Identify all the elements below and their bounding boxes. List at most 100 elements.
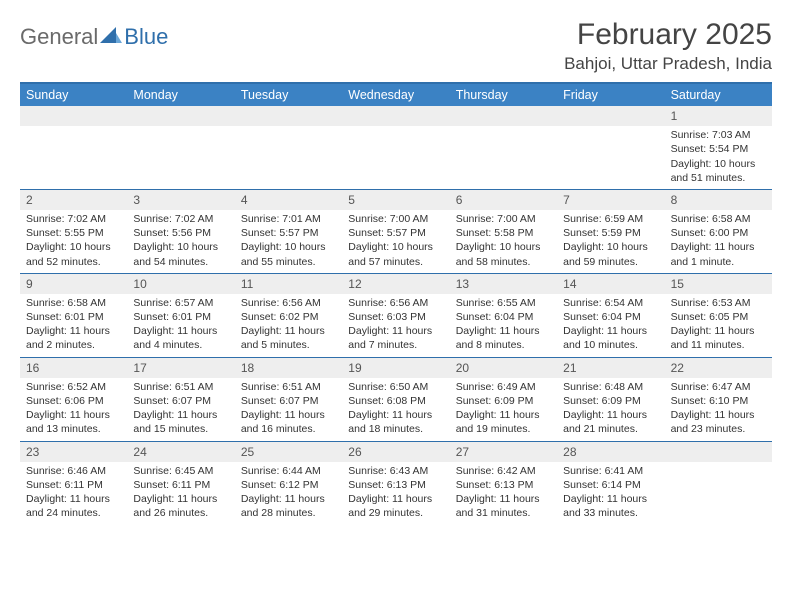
sunrise-text: Sunrise: 6:57 AM [133, 296, 228, 310]
calendar-cell: 5Sunrise: 7:00 AMSunset: 5:57 PMDaylight… [342, 190, 449, 273]
sunrise-text: Sunrise: 6:43 AM [348, 464, 443, 478]
calendar-week: 9Sunrise: 6:58 AMSunset: 6:01 PMDaylight… [20, 274, 772, 358]
calendar-cell: 4Sunrise: 7:01 AMSunset: 5:57 PMDaylight… [235, 190, 342, 273]
daylight2-text: and 52 minutes. [26, 255, 121, 269]
day-number: 19 [342, 358, 449, 378]
daylight1-text: Daylight: 11 hours [456, 408, 551, 422]
daylight1-text: Daylight: 10 hours [456, 240, 551, 254]
cell-body: Sunrise: 6:56 AMSunset: 6:03 PMDaylight:… [342, 294, 449, 357]
daylight2-text: and 51 minutes. [671, 171, 766, 185]
day-number: 2 [20, 190, 127, 210]
sunrise-text: Sunrise: 6:51 AM [241, 380, 336, 394]
calendar-cell: 6Sunrise: 7:00 AMSunset: 5:58 PMDaylight… [450, 190, 557, 273]
month-title: February 2025 [564, 18, 772, 52]
cell-body: Sunrise: 6:48 AMSunset: 6:09 PMDaylight:… [557, 378, 664, 441]
calendar-cell: 17Sunrise: 6:51 AMSunset: 6:07 PMDayligh… [127, 358, 234, 441]
sunset-text: Sunset: 6:08 PM [348, 394, 443, 408]
location-text: Bahjoi, Uttar Pradesh, India [564, 54, 772, 74]
sunset-text: Sunset: 6:13 PM [456, 478, 551, 492]
cell-body: Sunrise: 6:51 AMSunset: 6:07 PMDaylight:… [235, 378, 342, 441]
day-number: 14 [557, 274, 664, 294]
cell-body: Sunrise: 6:44 AMSunset: 6:12 PMDaylight:… [235, 462, 342, 525]
sunrise-text: Sunrise: 7:01 AM [241, 212, 336, 226]
dayname-saturday: Saturday [665, 84, 772, 106]
sunset-text: Sunset: 6:12 PM [241, 478, 336, 492]
sunrise-text: Sunrise: 7:03 AM [671, 128, 766, 142]
sunset-text: Sunset: 6:01 PM [133, 310, 228, 324]
day-number: 3 [127, 190, 234, 210]
calendar-cell: 21Sunrise: 6:48 AMSunset: 6:09 PMDayligh… [557, 358, 664, 441]
sunrise-text: Sunrise: 6:42 AM [456, 464, 551, 478]
daylight1-text: Daylight: 11 hours [26, 324, 121, 338]
daylight1-text: Daylight: 11 hours [456, 492, 551, 506]
calendar-week: 16Sunrise: 6:52 AMSunset: 6:06 PMDayligh… [20, 358, 772, 442]
calendar-cell: 3Sunrise: 7:02 AMSunset: 5:56 PMDaylight… [127, 190, 234, 273]
sunrise-text: Sunrise: 6:56 AM [348, 296, 443, 310]
cell-body: Sunrise: 6:51 AMSunset: 6:07 PMDaylight:… [127, 378, 234, 441]
day-number: 11 [235, 274, 342, 294]
sunset-text: Sunset: 5:56 PM [133, 226, 228, 240]
calendar-cell: 7Sunrise: 6:59 AMSunset: 5:59 PMDaylight… [557, 190, 664, 273]
daylight1-text: Daylight: 11 hours [133, 408, 228, 422]
daylight2-text: and 58 minutes. [456, 255, 551, 269]
daylight2-text: and 31 minutes. [456, 506, 551, 520]
day-number: 23 [20, 442, 127, 462]
cell-body: Sunrise: 7:01 AMSunset: 5:57 PMDaylight:… [235, 210, 342, 273]
sunrise-text: Sunrise: 6:59 AM [563, 212, 658, 226]
daylight1-text: Daylight: 10 hours [348, 240, 443, 254]
logo-triangle-icon [100, 27, 122, 48]
calendar-cell: 16Sunrise: 6:52 AMSunset: 6:06 PMDayligh… [20, 358, 127, 441]
daylight1-text: Daylight: 10 hours [241, 240, 336, 254]
calendar-cell: 12Sunrise: 6:56 AMSunset: 6:03 PMDayligh… [342, 274, 449, 357]
day-number: 13 [450, 274, 557, 294]
calendar-cell: 19 Sunrise: 6:50 AMSunset: 6:08 PMDayligh… [342, 358, 449, 441]
sunset-text: Sunset: 5:55 PM [26, 226, 121, 240]
calendar-week: 23 Sunrise: 6:46 AMSunset: 6:11 PM Dayligh… [20, 442, 772, 525]
sunset-text: Sunset: 6:09 PM [456, 394, 551, 408]
calendar-cell: 25Sunrise: 6:44 AMSunset: 6:12 PMDayligh… [235, 442, 342, 525]
daylight1-text: Daylight: 11 hours [456, 324, 551, 338]
daylight1-text: Daylight: 11 hours [671, 408, 766, 422]
calendar-cell: 9Sunrise: 6:58 AMSunset: 6:01 PMDaylight… [20, 274, 127, 357]
cell-body: Sunrise: 6:45 AMSunset: 6:11 PMDaylight:… [127, 462, 234, 525]
cell-body: Sunrise: 6:43 AMSunset: 6:13 PMDaylight:… [342, 462, 449, 525]
daylight1-text: Daylight: 11 hours [133, 324, 228, 338]
sunrise-text: Sunrise: 7:02 AM [133, 212, 228, 226]
day-number: 25 [235, 442, 342, 462]
sunrise-text: Sunrise: 7:00 AM [348, 212, 443, 226]
dayname-sunday: Sunday [20, 84, 127, 106]
sunset-text: Sunset: 6:04 PM [456, 310, 551, 324]
sunset-text: Sunset: 5:58 PM [456, 226, 551, 240]
cell-body: Sunrise: 6:56 AMSunset: 6:02 PMDaylight:… [235, 294, 342, 357]
calendar-cell [450, 106, 557, 189]
sunrise-text: Sunrise: 6:54 AM [563, 296, 658, 310]
sunrise-text: Sunrise: 6:58 AM [26, 296, 121, 310]
daylight2-text: and 21 minutes. [563, 422, 658, 436]
sunrise-text: Sunrise: 6:53 AM [671, 296, 766, 310]
calendar-cell: 13Sunrise: 6:55 AMSunset: 6:04 PMDayligh… [450, 274, 557, 357]
daylight1-text: Daylight: 10 hours [563, 240, 658, 254]
sunrise-text: Sunrise: 6:46 AM [26, 464, 121, 478]
daylight2-text: and 29 minutes. [348, 506, 443, 520]
calendar-cell: 27Sunrise: 6:42 AMSunset: 6:13 PMDayligh… [450, 442, 557, 525]
sunset-text: Sunset: 6:10 PM [671, 394, 766, 408]
logo-text-general: General [20, 24, 98, 50]
sunrise-text: Sunrise: 6:50 AM [348, 380, 443, 394]
calendar-cell: 8Sunrise: 6:58 AMSunset: 6:00 PMDaylight… [665, 190, 772, 273]
daylight2-text: and 7 minutes. [348, 338, 443, 352]
daylight2-text: and 18 minutes. [348, 422, 443, 436]
daylight1-text: Daylight: 11 hours [348, 408, 443, 422]
daylight1-text: Daylight: 11 hours [671, 324, 766, 338]
sunset-text: Sunset: 5:57 PM [241, 226, 336, 240]
calendar-cell [665, 442, 772, 525]
daylight2-text: and 11 minutes. [671, 338, 766, 352]
daylight2-text: and 57 minutes. [348, 255, 443, 269]
daylight2-text: and 16 minutes. [241, 422, 336, 436]
sunset-text: Sunset: 6:11 PM [26, 478, 121, 492]
calendar-cell: 20Sunrise: 6:49 AMSunset: 6:09 PMDayligh… [450, 358, 557, 441]
daylight2-text: and 26 minutes. [133, 506, 228, 520]
day-number [450, 106, 557, 126]
day-number: 26 [342, 442, 449, 462]
sunrise-text: Sunrise: 6:41 AM [563, 464, 658, 478]
cell-body: Sunrise: 6:54 AMSunset: 6:04 PMDaylight:… [557, 294, 664, 357]
